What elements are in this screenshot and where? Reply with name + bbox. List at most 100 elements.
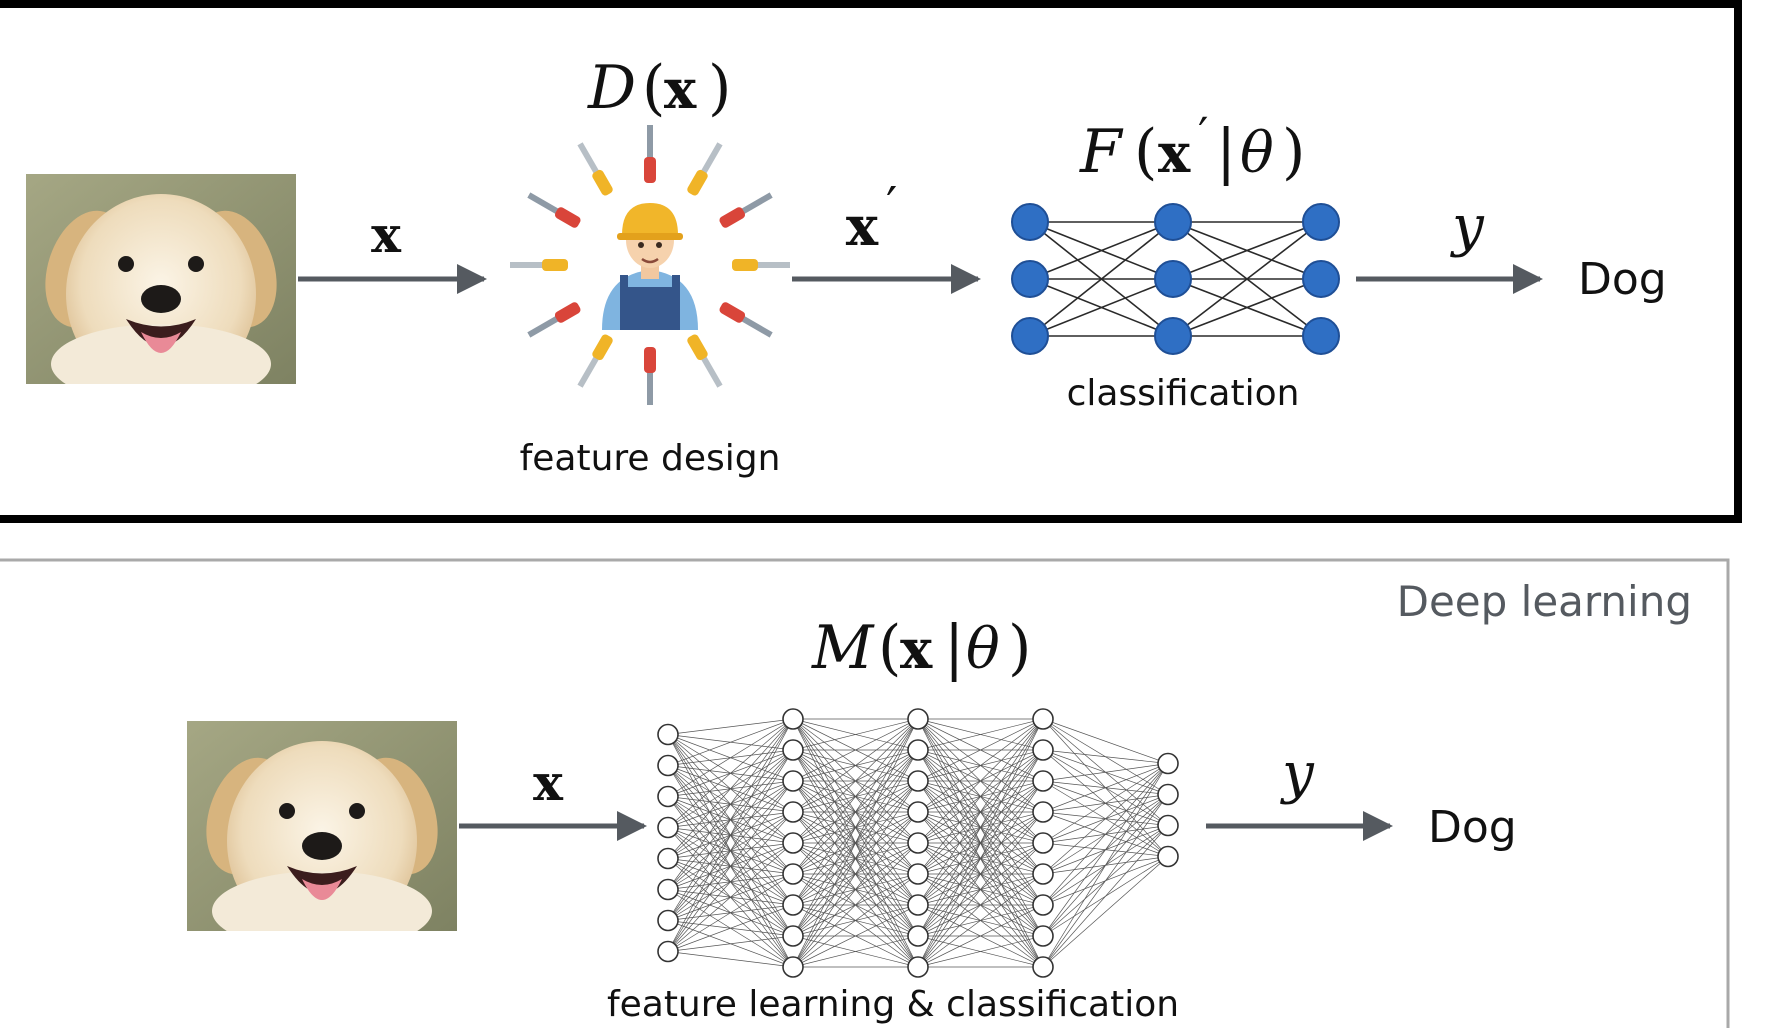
network-node [782,801,804,823]
puppy-photo-bottom [187,721,457,931]
network-node [907,925,929,947]
network-edge [792,749,919,968]
feature-func-script: D [587,53,636,123]
network-node [1154,317,1192,355]
network-node [1032,956,1054,978]
model-func-open: ( [878,613,901,683]
network-node [782,770,804,792]
worker-figure [602,203,698,330]
network-edge [1029,221,1174,280]
feature-func-open: ( [642,53,665,123]
network-node [1302,317,1340,355]
network-edge [1042,856,1169,968]
classifier-func-close: ) [1282,117,1305,187]
classification-label: classification [1067,373,1300,414]
network-edge [917,780,1044,968]
feature-out-prime: ′ [886,176,897,234]
network-edge [917,718,1044,844]
network-edges [1029,221,1322,337]
feature-design-function: D ( x ) [587,53,731,123]
network-node [657,723,679,746]
network-edge [667,873,794,952]
network-edge [1042,763,1169,968]
network-node [907,739,929,761]
network-edge [917,842,1044,968]
feature-out-symbol: x [846,194,879,258]
classifier-func-script: F [1079,117,1124,187]
network-edge [917,718,1044,906]
bottom-frame-border [0,558,1730,1028]
network-edge [792,780,919,968]
network-node [907,863,929,885]
network-edge [792,935,919,968]
network-node [657,909,679,932]
network-edge [917,904,1044,968]
network-node [1032,863,1054,885]
network-edge [1042,794,1169,968]
network-node [1032,770,1054,792]
network-node [1032,894,1054,916]
network-edge [1029,278,1174,337]
output-label-bottom: Dog [1428,802,1517,853]
network-edge [792,718,919,844]
network-node [782,708,804,730]
network-edge [667,718,794,890]
network-edge [917,935,1044,968]
network-edge [1042,718,1169,764]
network-node [1032,925,1054,947]
network-edge [1042,825,1169,968]
network-edge [792,718,919,782]
network-edge [1172,221,1322,280]
model-function: M ( x | θ ) [811,613,1031,683]
model-func-bar: | [944,613,964,683]
network-edge [792,842,919,968]
network-edge [792,718,919,813]
network-edge [917,718,1044,813]
network-edge [917,718,1044,782]
network-edge [1172,278,1322,337]
network-node [657,878,679,901]
network-edge [1042,763,1169,782]
deep-learning-frame [0,558,1730,1028]
network-edge [667,718,794,828]
network-edge [667,718,794,921]
network-edge [1042,749,1169,764]
network-edge [917,749,1044,968]
network-node [782,956,804,978]
classifier-func-open: ( [1134,117,1157,187]
network-edge [917,873,1044,968]
network-edge [1042,763,1169,906]
network-node [782,832,804,854]
feature-design-label: feature design [520,438,781,479]
classifier-func-bar: | [1216,117,1236,187]
output-label-top: Dog [1578,254,1667,305]
network-edge [1172,221,1322,337]
network-edge [792,718,919,968]
network-node [1154,203,1192,241]
feature-func-arg: x [664,57,697,121]
network-node [1157,783,1179,806]
network-edges [667,718,1169,968]
network-node [1302,203,1340,241]
deep-neural-network [657,708,1179,978]
network-node [657,785,679,808]
network-edge [667,718,794,766]
network-nodes [1011,203,1340,355]
classifier-func-prime: ′ [1198,107,1208,161]
network-node [1032,832,1054,854]
model-func-theta: θ [966,617,1000,682]
network-edge [667,780,794,952]
model-func-script: M [811,613,875,683]
network-edge [667,842,794,952]
classifier-func-arg: x [1158,121,1191,185]
network-edge [792,718,919,937]
classifier-func-theta: θ [1240,121,1274,186]
deep-learning-corner-label: Deep learning [1397,577,1692,626]
network-edge [667,811,794,952]
input-symbol-top: x [371,205,402,264]
network-node [907,801,929,823]
network-edge [667,718,794,797]
neural-network-icon [1011,203,1340,355]
network-node [907,770,929,792]
